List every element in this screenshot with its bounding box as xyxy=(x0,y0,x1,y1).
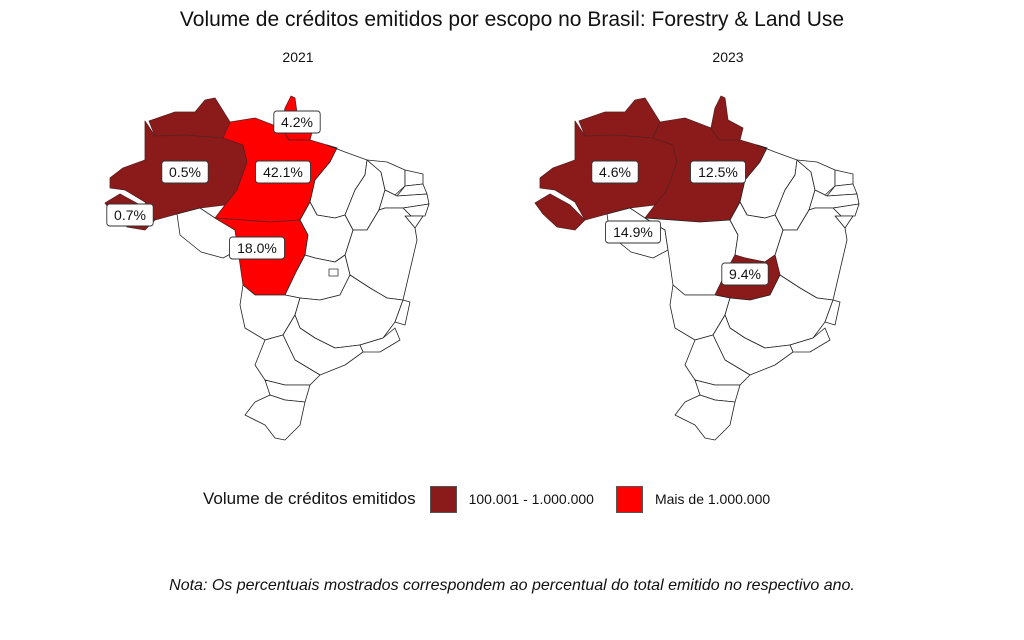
percent-label-text: 0.7% xyxy=(114,207,146,223)
panel-title-2021: 2021 xyxy=(282,49,314,65)
state-ac xyxy=(534,193,586,231)
percent-label-box xyxy=(273,110,321,134)
state-df xyxy=(328,268,339,277)
panel-title-2023: 2023 xyxy=(712,49,744,65)
percent-label-box xyxy=(229,236,285,260)
legend-swatch-bright xyxy=(615,485,643,513)
legend-swatch-dark xyxy=(429,485,457,513)
state-ce xyxy=(366,159,406,196)
brazil-map-2023: 4.6% 12.5% 14.9% 9.4% xyxy=(534,95,860,441)
legend-label-dark: 100.001 - 1.000.000 xyxy=(468,491,594,507)
percent-label-box xyxy=(721,262,769,286)
legend-title: Volume de créditos emitidos xyxy=(203,489,416,508)
percent-label: 14.9% xyxy=(605,220,661,244)
percent-label: 4.2% xyxy=(273,110,321,134)
brazil-map-2021: 0.5% 0.7% 4.2% 42.1% 18.0% xyxy=(104,95,430,441)
percent-label: 9.4% xyxy=(721,262,769,286)
percent-label-box xyxy=(690,160,746,184)
legend: Volume de créditos emitidos 100.001 - 1.… xyxy=(203,483,792,515)
percent-label-box xyxy=(255,160,311,184)
percent-label-text: 18.0% xyxy=(237,240,277,256)
footnote: Nota: Os percentuais mostrados correspon… xyxy=(169,577,855,594)
percent-label-text: 0.5% xyxy=(169,164,201,180)
percent-label: 4.6% xyxy=(591,160,639,184)
percent-label-box xyxy=(591,160,639,184)
percent-label-text: 4.6% xyxy=(599,164,631,180)
percent-label-box xyxy=(161,160,209,184)
percent-label-text: 42.1% xyxy=(263,164,303,180)
percent-label-box xyxy=(605,220,661,244)
state-rs xyxy=(674,394,736,441)
percent-label: 0.7% xyxy=(106,203,154,227)
state-ce xyxy=(796,159,836,196)
percent-label-text: 12.5% xyxy=(698,164,738,180)
percent-label-text: 9.4% xyxy=(729,266,761,282)
chart-title: Volume de créditos emitidos por escopo n… xyxy=(179,8,845,31)
state-es xyxy=(394,299,411,326)
percent-label: 0.5% xyxy=(161,160,209,184)
state-es xyxy=(824,299,841,326)
percent-label: 12.5% xyxy=(690,160,746,184)
state-rr xyxy=(578,97,661,139)
maps-canvas: 0.5% 0.7% 4.2% 42.1% 18.0% 4.6% 12.5% 14.9% 9.4… xyxy=(104,95,860,441)
state-ap xyxy=(710,95,744,141)
percent-label-text: 4.2% xyxy=(281,114,313,130)
state-rn xyxy=(834,169,854,187)
legend-label-bright: Mais de 1.000.000 xyxy=(654,491,771,507)
state-rs xyxy=(244,394,306,441)
percent-label-box xyxy=(106,203,154,227)
percent-label: 42.1% xyxy=(255,160,311,184)
percent-label-text: 14.9% xyxy=(613,224,653,240)
percent-label: 18.0% xyxy=(229,236,285,260)
state-rn xyxy=(404,169,424,187)
state-rr xyxy=(148,97,231,139)
